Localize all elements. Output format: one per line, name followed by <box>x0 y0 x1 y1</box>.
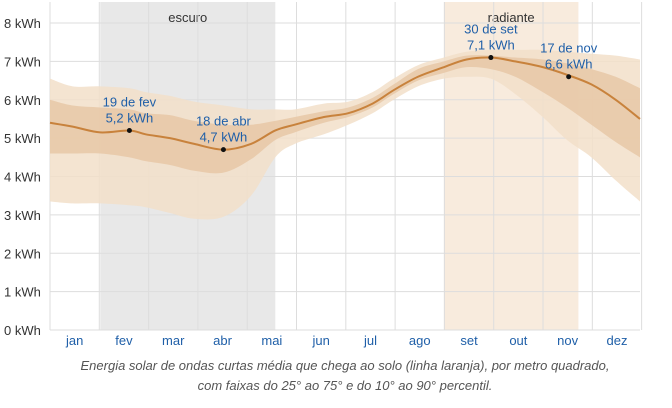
data-layer <box>49 49 641 220</box>
annotation-point-2 <box>488 55 494 61</box>
annotation-date-3: 17 de nov <box>540 41 598 56</box>
period-band-label-1: radiante <box>488 10 535 25</box>
annotation-value-0: 5,2 kWh <box>106 110 154 125</box>
y-tick-label-1: 1 kWh <box>4 285 41 300</box>
x-tick-label-out: out <box>509 333 527 348</box>
y-tick-label-8: 8 kWh <box>4 16 41 31</box>
median-line <box>49 56 641 151</box>
annotation-value-3: 6,6 kWh <box>545 57 593 72</box>
annotation-point-3 <box>566 74 572 80</box>
x-tick-label-mar: mar <box>162 333 185 348</box>
x-tick-label-set: set <box>460 333 478 348</box>
annotation-value-2: 7,1 kWh <box>467 38 515 53</box>
y-tick-label-5: 5 kWh <box>4 131 41 146</box>
y-tick-label-6: 6 kWh <box>4 93 41 108</box>
y-tick-label-7: 7 kWh <box>4 54 41 69</box>
y-tick-label-4: 4 kWh <box>4 170 41 185</box>
x-tick-label-dez: dez <box>606 333 627 348</box>
annotation-point-1 <box>220 147 226 153</box>
annotation-date-1: 18 de abr <box>196 114 252 129</box>
x-tick-label-jan: jan <box>65 333 83 348</box>
annotation-point-0 <box>126 127 132 133</box>
y-tick-label-2: 2 kWh <box>4 246 41 261</box>
x-tick-label-mai: mai <box>261 333 282 348</box>
x-tick-label-fev: fev <box>115 333 133 348</box>
caption-line-1: Energia solar de ondas curtas média que … <box>80 358 610 373</box>
annotation-date-2: 30 de set <box>464 22 518 37</box>
y-tick-label-3: 3 kWh <box>4 208 41 223</box>
annotation-date-0: 19 de fev <box>103 94 157 109</box>
chart-caption: Energia solar de ondas curtas média que … <box>0 356 672 396</box>
band-10-90-percentile <box>50 49 640 220</box>
annotation-value-1: 4,7 kWh <box>200 130 248 145</box>
y-axis-ticks: 0 kWh 1 kWh 2 kWh 3 kWh 4 kWh 5 kWh 6 kWh 7 kWh… <box>4 16 41 338</box>
y-tick-label-0: 0 kWh <box>4 323 41 338</box>
x-tick-label-jun: jun <box>311 333 329 348</box>
x-tick-label-jul: jul <box>363 333 377 348</box>
x-axis-ticks: jan fev mar abr mai jun jul ago set out nov dez <box>65 333 627 348</box>
x-tick-label-ago: ago <box>409 333 431 348</box>
caption-line-2: com faixas do 25° ao 75° e do 10° ao 90°… <box>197 378 493 393</box>
x-tick-label-abr: abr <box>213 333 232 348</box>
x-tick-label-nov: nov <box>557 333 578 348</box>
